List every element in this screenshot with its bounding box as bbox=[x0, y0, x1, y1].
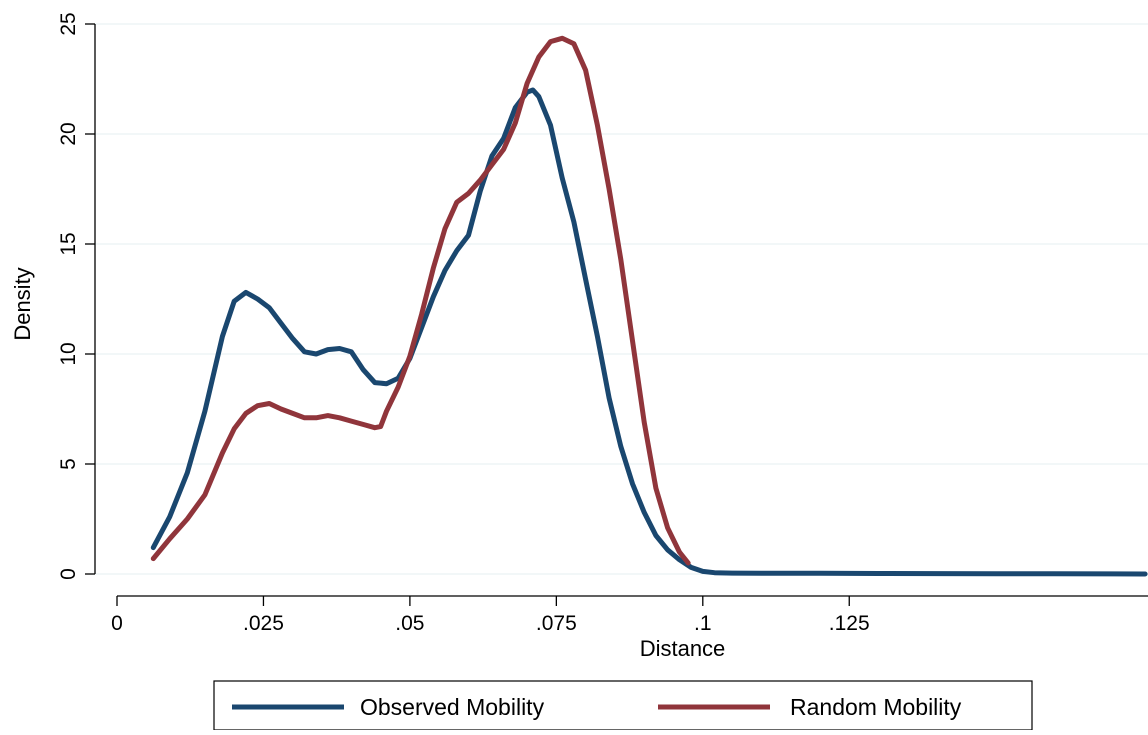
y-tick-label-10: 10 bbox=[57, 342, 80, 365]
x-tick-label-075: .075 bbox=[536, 612, 577, 635]
x-tick-label-125: .125 bbox=[829, 612, 870, 635]
x-tick-label-05: .05 bbox=[395, 612, 424, 635]
legend-label-random-mobility: Random Mobility bbox=[790, 694, 962, 720]
x-tick-label-025: .025 bbox=[243, 612, 284, 635]
y-tick-label-5: 5 bbox=[57, 458, 80, 470]
legend-box bbox=[213, 680, 1033, 731]
x-axis-title: Distance bbox=[640, 636, 726, 661]
y-tick-label-0: 0 bbox=[57, 568, 80, 580]
axes bbox=[94, 24, 1148, 597]
series-lines bbox=[150, 35, 1148, 577]
series-line-random-mobility bbox=[150, 35, 691, 566]
y-axis-ticks: 0 5 10 15 20 25 bbox=[57, 12, 95, 580]
legend: Observed Mobility Random Mobility bbox=[213, 680, 1033, 731]
y-tick-label-20: 20 bbox=[57, 122, 80, 145]
y-tick-label-15: 15 bbox=[57, 232, 80, 255]
x-tick-label-0: 0 bbox=[111, 612, 123, 635]
legend-label-observed-mobility: Observed Mobility bbox=[360, 694, 545, 720]
series-line-observed-mobility bbox=[150, 87, 1148, 577]
x-axis-ticks: 0 .025 .05 .075 .1 .125 bbox=[111, 596, 870, 635]
y-axis-title: Density bbox=[10, 267, 35, 340]
x-tick-label-1: .1 bbox=[694, 612, 712, 635]
y-tick-label-25: 25 bbox=[57, 12, 80, 35]
